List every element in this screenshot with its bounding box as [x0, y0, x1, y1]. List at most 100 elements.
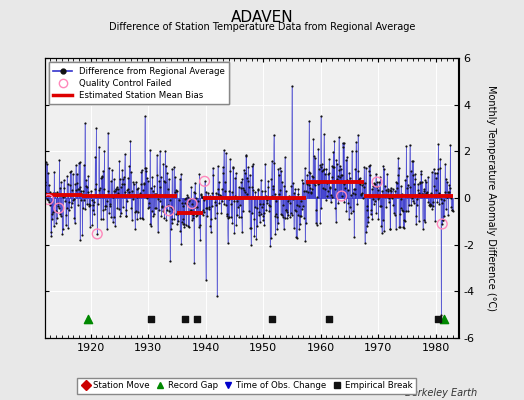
- Point: [226, 168, 235, 174]
- Point: [282, 206, 290, 213]
- Point: [239, 184, 247, 191]
- Point: [127, 205, 135, 211]
- Point: [313, 194, 321, 200]
- Point: [385, 195, 393, 201]
- Point: [79, 205, 87, 211]
- Point: [204, 194, 212, 200]
- Point: [349, 189, 357, 196]
- Point: [344, 200, 353, 207]
- Point: [241, 170, 249, 176]
- Point: [117, 180, 126, 187]
- Point: [161, 163, 170, 169]
- Point: [434, 141, 443, 148]
- Point: [252, 194, 260, 201]
- Point: [401, 208, 410, 215]
- Point: [418, 225, 427, 232]
- Point: [290, 190, 298, 196]
- Point: [259, 216, 268, 223]
- Point: [126, 138, 135, 144]
- Point: [128, 188, 136, 194]
- Point: [144, 200, 152, 206]
- Point: [385, 187, 394, 193]
- Point: [94, 144, 103, 150]
- Point: [408, 198, 417, 204]
- Point: [372, 170, 380, 177]
- Y-axis label: Monthly Temperature Anomaly Difference (°C): Monthly Temperature Anomaly Difference (…: [486, 85, 496, 311]
- Point: [267, 158, 276, 164]
- Point: [370, 181, 379, 188]
- Point: [320, 165, 329, 172]
- Point: [158, 203, 166, 210]
- Point: [99, 207, 107, 213]
- Point: [253, 205, 261, 211]
- Point: [430, 183, 438, 190]
- Point: [267, 234, 275, 241]
- Point: [391, 188, 399, 195]
- Point: [402, 143, 410, 150]
- Text: Berkeley Earth: Berkeley Earth: [405, 388, 477, 398]
- Point: [154, 196, 162, 202]
- Point: [235, 214, 243, 220]
- Point: [259, 200, 267, 207]
- Point: [141, 164, 150, 171]
- Point: [110, 176, 118, 182]
- Point: [41, 192, 49, 198]
- Point: [194, 224, 203, 230]
- Point: [210, 195, 219, 201]
- Point: [245, 184, 253, 190]
- Point: [183, 201, 191, 207]
- Point: [404, 182, 412, 188]
- Point: [337, 193, 346, 199]
- Point: [407, 168, 415, 174]
- Point: [129, 180, 138, 187]
- Point: [378, 188, 387, 194]
- Point: [54, 199, 63, 206]
- Point: [340, 199, 348, 205]
- Point: [351, 166, 359, 172]
- Point: [381, 203, 390, 210]
- Point: [293, 191, 302, 198]
- Point: [177, 171, 185, 178]
- Point: [283, 198, 292, 204]
- Point: [138, 216, 147, 222]
- Point: [70, 214, 79, 221]
- Point: [263, 200, 271, 206]
- Point: [55, 157, 63, 164]
- Text: Difference of Station Temperature Data from Regional Average: Difference of Station Temperature Data f…: [109, 22, 415, 32]
- Point: [222, 213, 231, 219]
- Point: [286, 214, 294, 220]
- Point: [410, 200, 418, 206]
- Point: [241, 188, 249, 195]
- Point: [106, 201, 114, 207]
- Point: [94, 193, 102, 199]
- Point: [47, 229, 55, 235]
- Point: [227, 201, 235, 207]
- Point: [117, 210, 125, 216]
- Point: [222, 150, 230, 156]
- Point: [410, 181, 419, 188]
- Point: [84, 172, 92, 179]
- Point: [390, 192, 398, 198]
- Point: [248, 162, 257, 169]
- Point: [402, 173, 411, 179]
- Point: [431, 192, 440, 198]
- Point: [204, 190, 213, 196]
- Point: [233, 198, 242, 204]
- Point: [348, 208, 357, 215]
- Point: [234, 204, 242, 210]
- Point: [296, 220, 304, 227]
- Point: [103, 198, 112, 204]
- Point: [257, 188, 266, 194]
- Point: [304, 179, 312, 185]
- Point: [237, 178, 245, 185]
- Point: [234, 184, 243, 190]
- Point: [366, 172, 375, 178]
- Point: [275, 172, 283, 178]
- Point: [300, 188, 309, 194]
- Point: [223, 240, 232, 247]
- Point: [52, 208, 60, 214]
- Point: [266, 242, 275, 249]
- Point: [271, 213, 279, 219]
- Point: [287, 210, 295, 216]
- Point: [311, 182, 320, 188]
